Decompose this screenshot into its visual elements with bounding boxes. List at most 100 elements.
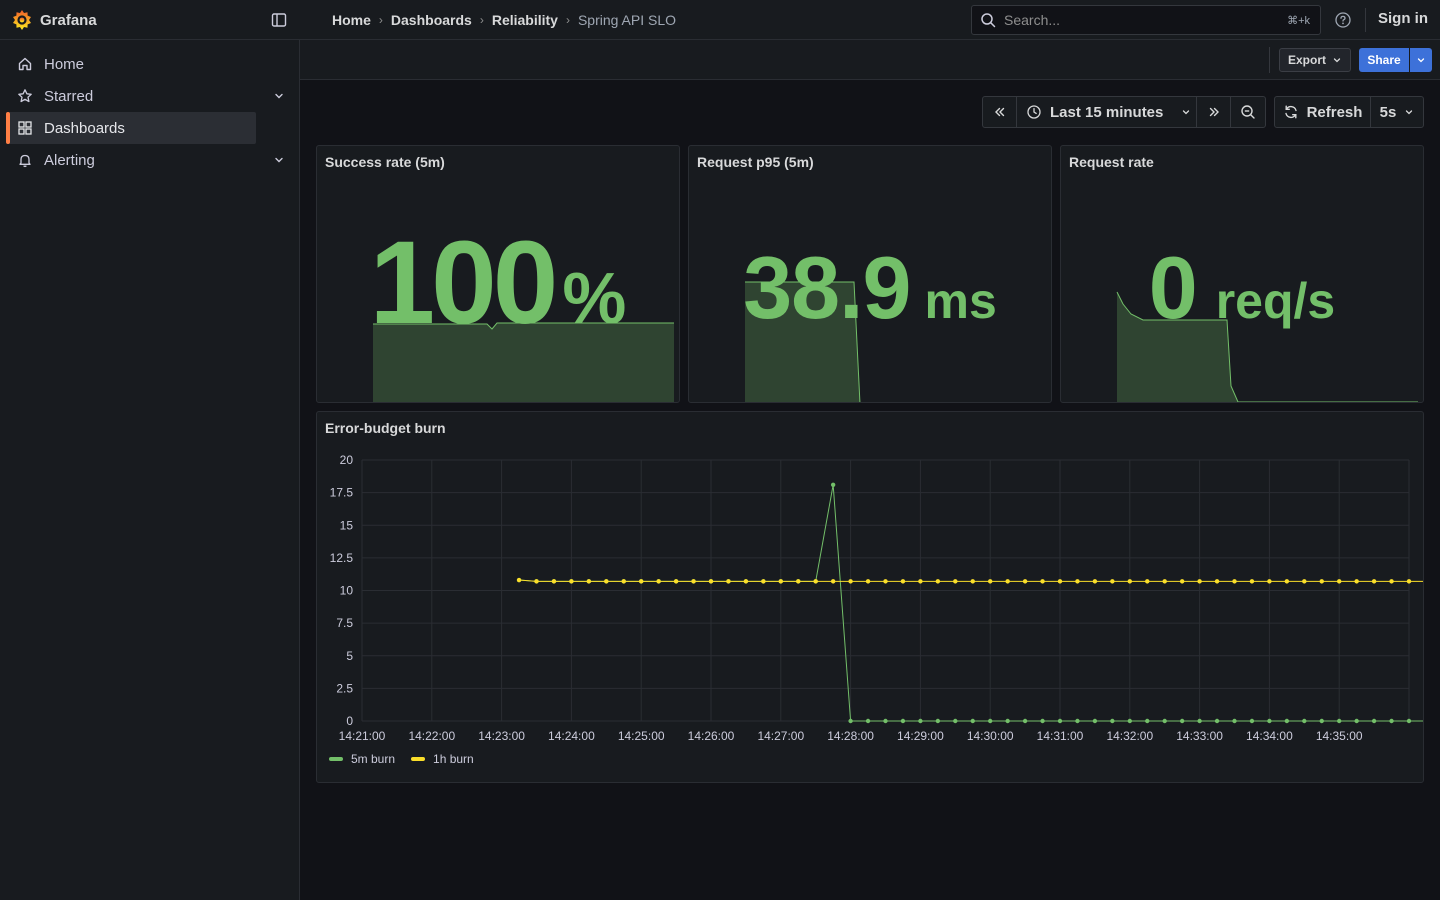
y-tick-label: 15 [340,518,354,532]
data-point [918,718,923,724]
data-point [639,579,644,584]
data-point [1162,718,1167,724]
breadcrumb-dashboards[interactable]: Dashboards [390,12,472,28]
data-point [778,579,783,584]
x-tick-label: 14:33:00 [1176,729,1223,743]
refresh-interval-picker[interactable]: 5s [1370,96,1424,128]
toolbar-divider [1269,47,1270,73]
sidebar-item-home[interactable]: Home [8,48,256,80]
x-tick-label: 14:34:00 [1246,729,1293,743]
data-point [1197,579,1202,584]
data-point [988,579,993,584]
sidebar-item-label: Starred [44,87,94,105]
data-point [830,482,836,487]
data-point [1214,718,1220,724]
panel-request-rate[interactable]: Request rate 0 req/s [1060,145,1424,403]
refresh-button[interactable]: Refresh [1274,96,1371,128]
legend-swatch [411,757,426,761]
zoom-out-button[interactable] [1230,96,1266,128]
help-button[interactable] [1334,11,1352,29]
data-point [1232,718,1237,724]
data-point [883,579,888,584]
data-point [534,579,539,584]
share-label: Share [1367,53,1401,67]
search-icon [981,13,996,28]
sign-in-link[interactable]: Sign in [1378,10,1428,27]
data-point [848,718,853,724]
data-point [1249,718,1255,724]
data-point [865,579,871,584]
data-point [796,579,801,584]
x-tick-label: 14:25:00 [618,729,665,743]
data-point [1022,579,1028,584]
search-shortcut: ⌘+k [1287,14,1310,27]
chevron-down-icon [1406,110,1413,115]
panel-title: Request p95 (5m) [697,154,814,170]
panel-title: Error-budget burn [325,420,446,436]
export-label: Export [1287,53,1326,67]
dock-sidebar-icon [271,13,287,27]
error-budget-burn-chart[interactable]: 0 2.5 5 7.5 10 12.5 15 17.5 20 14:21:00 14:22:00 14… [317,412,1424,752]
chevron-down-icon[interactable] [272,89,286,103]
data-point [1319,579,1324,584]
legend-item-1h-burn[interactable]: 1h burn [411,752,474,766]
app-title: Grafana [40,11,97,29]
time-range-picker[interactable]: Last 15 minutes [1016,96,1197,128]
search-box[interactable]: ⌘+k [971,5,1321,35]
panel-success-rate[interactable]: Success rate (5m) 100 % [316,145,680,403]
grafana-home-link[interactable]: Grafana [12,8,97,32]
breadcrumb-home[interactable]: Home [332,12,371,28]
dock-menu-button[interactable] [269,10,289,30]
data-point [1354,579,1359,584]
time-shift-back-button[interactable] [982,96,1017,128]
panel-error-budget-burn[interactable]: Error-budget burn 0 2.5 5 7.5 10 12.5 15 17.5 20… [316,411,1424,783]
chevrons-right-icon [1209,107,1219,117]
data-point [1302,579,1307,584]
data-point [1214,579,1220,584]
data-point [516,577,522,583]
chevron-right-icon: › [479,13,484,27]
data-point [569,579,574,584]
bell-icon [16,151,34,169]
sidebar-item-starred[interactable]: Starred [8,80,256,112]
p95-sparkline [745,281,861,402]
zoom-out-icon [1241,105,1255,119]
data-point [656,579,661,584]
x-tick-label: 14:26:00 [688,729,735,743]
breadcrumb-reliability[interactable]: Reliability [491,12,558,28]
panel-request-p95[interactable]: Request p95 (5m) 38.9 ms [688,145,1052,403]
chevrons-left-icon [994,107,1004,117]
data-point [1337,579,1342,584]
stat-unit: req/s [1215,273,1336,329]
panel-title: Request rate [1069,154,1154,170]
stat-number: 0 [1148,238,1198,337]
export-button[interactable]: Export [1279,48,1351,72]
refresh-label: Refresh [1306,103,1363,121]
stat-value: 0 req/s [1061,244,1423,332]
sidebar: Home Starred Dashboards Alerting [0,40,300,900]
data-point [1389,579,1394,584]
share-options-button[interactable] [1410,48,1432,72]
x-tick-label: 14:30:00 [967,729,1014,743]
breadcrumb: Home › Dashboards › Reliability › Spring… [332,0,676,40]
data-point [1371,718,1377,724]
sidebar-item-label: Alerting [44,151,95,169]
data-point [1127,579,1132,584]
data-point [1179,579,1185,584]
sidebar-item-alerting[interactable]: Alerting [8,144,256,176]
chevron-down-icon[interactable] [272,153,286,167]
sidebar-item-label: Dashboards [44,119,125,137]
search-input[interactable] [1004,12,1280,28]
legend-item-5m-burn[interactable]: 5m burn [329,752,395,766]
chevron-down-icon [1183,110,1190,115]
home-icon [16,55,34,73]
sidebar-item-dashboards[interactable]: Dashboards [6,112,256,144]
share-button[interactable]: Share [1359,48,1409,72]
time-shift-forward-button[interactable] [1196,96,1231,128]
chevron-right-icon: › [378,13,383,27]
data-point [586,579,592,584]
legend-swatch [329,757,343,761]
data-point [1057,718,1063,724]
dashboards-grid-icon [16,119,34,137]
y-tick-label: 5 [346,649,353,663]
